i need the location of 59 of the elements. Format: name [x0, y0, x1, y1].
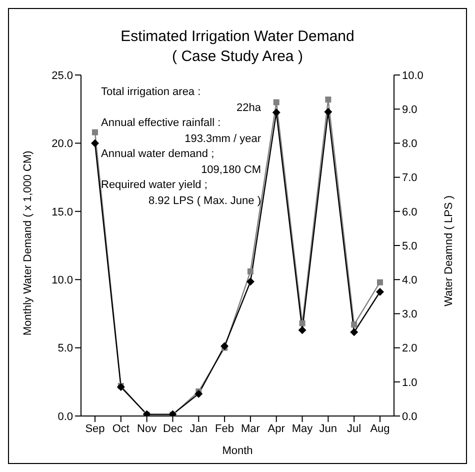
- point: [247, 268, 254, 274]
- x-tick-label: Aug: [370, 422, 390, 435]
- y2-tick-label: 5.0: [402, 240, 418, 252]
- annotation: Required water yield ;: [101, 178, 208, 193]
- y2-tick-label: 0.0: [402, 410, 418, 423]
- annotation: Annual effective rainfall :: [101, 116, 222, 131]
- y-tick-label: 5.0: [58, 342, 73, 355]
- y2-tick-label: 9.0: [402, 104, 418, 116]
- x-tick-label: May: [292, 422, 314, 435]
- x-tick-label: Nov: [137, 422, 158, 435]
- x-tick-label: Jun: [319, 422, 338, 435]
- x-tick-label: Sep: [85, 422, 105, 435]
- point: [376, 288, 384, 296]
- y-axis-title: Monthly Water Demand ( x 1,000 CM): [22, 150, 34, 336]
- y-tick-label: 15.0: [52, 206, 73, 218]
- y2-tick-label: 8.0: [402, 138, 418, 150]
- point: [273, 99, 280, 106]
- point: [325, 96, 332, 103]
- point: [298, 326, 306, 334]
- x-tick-label: Oct: [112, 422, 130, 435]
- y2-tick-label: 4.0: [402, 274, 418, 287]
- x-tick-label: Mar: [240, 422, 260, 435]
- y2-tick-label: 7.0: [402, 172, 418, 184]
- point: [377, 279, 383, 286]
- point: [220, 342, 229, 350]
- point: [351, 322, 358, 328]
- point: [91, 139, 99, 148]
- x-axis-title: Month: [222, 445, 253, 457]
- y2-tick-label: 1.0: [402, 376, 418, 389]
- point: [272, 108, 280, 117]
- x-tick-label: Feb: [215, 422, 234, 435]
- y-tick-label: 25.0: [52, 70, 73, 82]
- point: [194, 390, 203, 398]
- annotation: Total irrigation area :: [101, 85, 202, 100]
- y2-tick-label: 2.0: [402, 342, 418, 355]
- y2-tick-label: 10.0: [402, 70, 424, 82]
- y2-tick-label: 6.0: [402, 206, 418, 218]
- point: [299, 320, 306, 326]
- annotation: Annual water demand ;: [101, 147, 216, 162]
- x-tick-label: Apr: [268, 422, 286, 435]
- annotation: 22ha: [236, 100, 261, 116]
- x-tick-label: Jul: [347, 422, 362, 435]
- y-tick-label: 20.0: [52, 138, 73, 150]
- chart-title: Estimated Irrigation Water Demand: [120, 27, 356, 47]
- y2-axis-title: Water Deamnd ( LPS ): [442, 196, 455, 306]
- x-tick-label: Dec: [162, 422, 184, 435]
- y2-tick-label: 3.0: [402, 308, 418, 321]
- chart-subtitle: ( Case Study Area ): [171, 47, 304, 67]
- annotation: 109,180 CM: [200, 162, 261, 178]
- y-tick-label: 0.0: [58, 410, 73, 423]
- point: [324, 108, 332, 116]
- point: [246, 278, 254, 286]
- y-tick-label: 10.0: [52, 274, 73, 287]
- x-tick-label: Jan: [190, 422, 208, 435]
- annotation: 193.3mm / year: [184, 132, 261, 146]
- point: [116, 383, 125, 392]
- annotation: 8.92 LPS ( Max. June ): [148, 194, 261, 208]
- point: [350, 328, 358, 336]
- point: [92, 129, 98, 136]
